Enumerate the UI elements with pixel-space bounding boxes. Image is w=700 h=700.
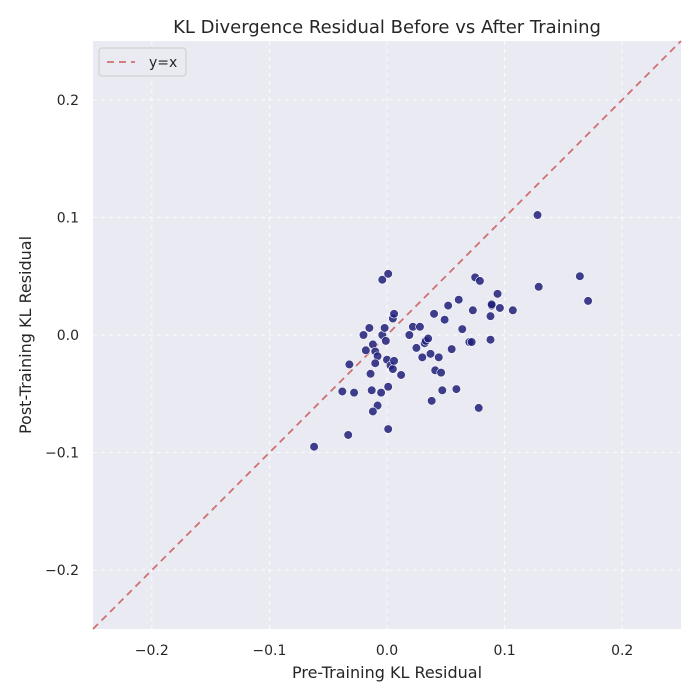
data-point-12 [365,369,376,379]
y-tick-label: 0.1 [57,210,79,226]
data-point-13 [367,385,377,395]
data-point-2 [337,386,347,397]
x-tick-label: −0.2 [135,643,169,659]
y-axis-label: Post-Training KL Residual [16,236,35,434]
data-point-15 [368,406,378,417]
data-point-26 [377,275,387,285]
data-point-5 [358,330,369,340]
data-point-33 [415,322,425,332]
data-point-22 [388,364,398,374]
data-point-40 [427,396,437,406]
x-tick-label: 0.0 [376,643,398,659]
data-point-68 [583,296,593,306]
data-point-41 [429,309,439,319]
data-point-47 [443,301,453,311]
y-axis-ticks: −0.2 −0.1 0.0 0.1 0.2 [45,93,79,579]
data-point-65 [532,210,543,220]
data-point-61 [487,299,497,310]
data-point-62 [492,289,503,299]
data-point-46 [440,315,450,325]
data-point-44 [436,368,446,378]
y-tick-label: 0.0 [57,328,79,344]
legend-box [98,47,187,77]
data-point-30 [396,370,406,380]
data-point-29 [383,424,393,434]
y-equals-x-reference-line [92,40,682,630]
data-point-28 [383,382,393,392]
data-point-58 [485,335,496,345]
y-tick-label: −0.2 [45,563,79,579]
data-point-38 [423,333,433,344]
grid-lines [93,41,681,629]
data-point-31 [404,330,414,340]
data-point-0 [309,442,319,452]
data-point-48 [447,344,457,354]
data-point-4 [344,359,354,370]
data-point-1 [343,430,353,440]
data-point-25 [389,309,399,319]
y-tick-label: 0.2 [57,93,79,109]
x-axis-label: Pre-Training KL Residual [292,663,482,682]
data-point-3 [349,388,359,398]
data-point-23 [389,356,399,366]
data-point-7 [364,323,374,333]
data-point-51 [457,324,467,334]
data-point-56 [475,276,485,286]
data-point-6 [361,345,371,355]
data-point-45 [437,385,447,395]
data-point-54 [468,305,478,315]
data-point-19 [381,336,391,346]
data-point-67 [575,271,585,281]
data-point-11 [370,358,380,368]
data-points [309,210,593,452]
data-point-39 [425,349,436,359]
data-point-53 [467,337,477,347]
legend: y=x [98,47,187,77]
data-point-18 [380,323,390,333]
data-point-64 [508,305,518,315]
x-axis-ticks: −0.2 −0.1 0.0 0.1 0.2 [135,643,634,659]
x-tick-label: 0.1 [493,643,515,659]
data-point-66 [534,282,544,292]
data-point-16 [376,388,386,398]
x-tick-label: 0.2 [611,643,633,659]
data-point-43 [434,352,444,362]
data-point-49 [451,384,461,394]
data-point-27 [383,269,393,279]
data-point-63 [495,303,505,313]
data-point-59 [485,311,496,321]
chart-title: KL Divergence Residual Before vs After T… [173,17,601,38]
x-tick-label: −0.1 [252,643,286,659]
data-point-34 [411,343,422,353]
legend-label: y=x [149,55,177,71]
data-point-57 [474,403,484,413]
data-point-35 [417,352,427,362]
y-tick-label: −0.1 [45,446,79,462]
data-point-50 [454,295,464,305]
